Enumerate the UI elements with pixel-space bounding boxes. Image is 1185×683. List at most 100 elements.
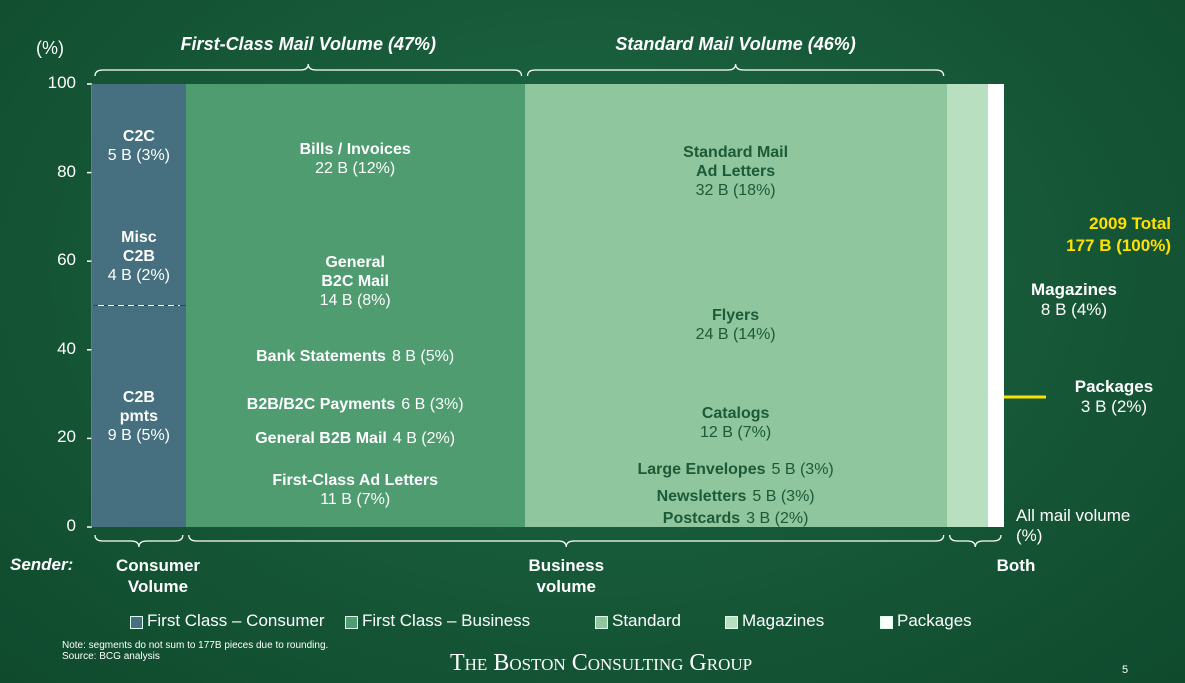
segment-name: Packages xyxy=(1074,377,1154,396)
y-axis-label: (%) xyxy=(36,38,64,58)
segment-label: C2C 5 B (3%) xyxy=(92,84,186,207)
segment-name: Postcards xyxy=(662,510,741,528)
segment-name: B2B/B2C Payments xyxy=(246,395,396,413)
segment-name: First-Class Ad Letters xyxy=(272,471,438,489)
y-tick-label: 0 xyxy=(66,516,76,535)
segment-name: Bank Statements xyxy=(256,348,386,366)
segment-label: B2B/B2C Payments 6 B (3%) xyxy=(186,384,525,425)
y-tick-label: 80 xyxy=(57,161,76,181)
segment-name: Large Envelopes xyxy=(637,461,766,479)
segment-name: Newsletters xyxy=(656,488,747,506)
legend-label: First Class – Consumer xyxy=(147,611,325,630)
segment-value: 8 B (4%) xyxy=(1040,300,1108,319)
segment-value: 14 B (8%) xyxy=(319,292,391,310)
legend-swatch xyxy=(880,616,893,629)
segment-label: Misc C2B 4 B (2%) xyxy=(92,207,186,305)
segment-value: 12 B (7%) xyxy=(700,424,772,442)
legend-label: Packages xyxy=(897,611,972,630)
brace xyxy=(949,534,1002,548)
brace xyxy=(94,63,523,77)
legend-label: Magazines xyxy=(742,611,825,630)
brace xyxy=(526,63,945,77)
segment xyxy=(185,424,525,453)
segment-label: Large Envelopes 5 B (3%) xyxy=(525,456,947,483)
segment xyxy=(946,84,989,527)
segment-value: 5 B (3%) xyxy=(107,146,171,164)
callout-label: Magazines 8 B (4%) xyxy=(1004,280,1144,320)
segment-name: General B2B Mail xyxy=(255,429,387,447)
segment xyxy=(185,84,525,234)
segment-value: 6 B (3%) xyxy=(401,395,464,413)
sender-label: Business volume xyxy=(528,556,605,596)
segment xyxy=(185,329,525,384)
page-number: 5 xyxy=(1122,664,1129,676)
segment-value: 22 B (12%) xyxy=(315,159,396,177)
segment-value: 3 B (2%) xyxy=(1080,397,1148,416)
legend-label: Standard xyxy=(612,611,681,630)
segment-name: Flyers xyxy=(712,306,760,324)
segment-label: General B2C Mail 14 B (8%) xyxy=(186,234,525,329)
y-tick-label: 20 xyxy=(57,427,76,447)
segment-label: Bank Statements 8 B (5%) xyxy=(186,329,525,384)
x-axis-label: All mail volume (%) xyxy=(1016,506,1131,545)
logo: The Boston Consulting Group xyxy=(450,650,753,676)
segment xyxy=(185,233,525,330)
segment-name: Bills / Invoices xyxy=(299,140,411,158)
y-tick-label: 100 xyxy=(47,73,76,92)
segment xyxy=(185,383,525,425)
y-tick-label: 60 xyxy=(57,250,76,270)
segment-label: Flyers 24 B (14%) xyxy=(525,259,947,390)
segment-label: C2B pmts 9 B (5%) xyxy=(92,306,186,528)
total-label: 2009 Total xyxy=(1089,214,1171,233)
segment xyxy=(524,259,947,391)
segment-value: 8 B (5%) xyxy=(391,348,455,366)
segment-name: Magazines xyxy=(1031,280,1117,299)
legend-swatch xyxy=(595,616,608,629)
brace xyxy=(94,534,184,548)
group-label: Standard Mail Volume (46%) xyxy=(615,34,856,54)
segment-label: Bills / Invoices 22 B (12%) xyxy=(186,84,525,234)
segment-value: 11 B (7%) xyxy=(320,490,391,508)
segment xyxy=(988,84,1004,527)
segment xyxy=(524,483,947,511)
segment-label: General B2B Mail 4 B (2%) xyxy=(186,425,525,452)
segment xyxy=(92,84,186,208)
segment-label: First-Class Ad Letters 11 B (7%) xyxy=(186,452,525,527)
segment-value: 5 B (3%) xyxy=(771,461,834,479)
callout-label: Packages 3 B (2%) xyxy=(1044,377,1184,417)
total-value: 177 B (100%) xyxy=(1066,236,1171,255)
legend-swatch xyxy=(345,616,358,629)
segment-label: Newsletters 5 B (3%) xyxy=(525,483,947,510)
segment xyxy=(524,455,947,484)
segment-value: 32 B (18%) xyxy=(695,182,776,199)
segment xyxy=(524,390,947,456)
segment xyxy=(92,207,186,306)
group-label: First-Class Mail Volume (47%) xyxy=(180,34,436,54)
segment-value: 5 B (3%) xyxy=(752,488,815,506)
segment xyxy=(524,84,947,259)
segment-value: 4 B (2%) xyxy=(107,266,171,284)
segment xyxy=(524,510,947,527)
y-tick-label: 40 xyxy=(57,338,76,358)
segment-name: Catalogs xyxy=(701,405,770,423)
legend-label: First Class – Business xyxy=(362,611,531,630)
brace xyxy=(188,534,945,548)
segment-name: C2B pmts xyxy=(119,388,159,425)
segment xyxy=(92,305,186,527)
sender-title: Sender: xyxy=(10,555,74,574)
segment xyxy=(185,452,525,527)
note: Note: segments do not sum to 177B pieces… xyxy=(62,640,329,651)
segment-label: Standard Mail Ad Letters 32 B (18%) xyxy=(525,84,947,259)
segment-value: 9 B (5%) xyxy=(107,426,171,444)
segment-name: Standard Mail Ad Letters xyxy=(683,144,789,180)
source: Source: BCG analysis xyxy=(62,651,160,662)
sender-label: Consumer Volume xyxy=(115,556,201,596)
segment-name: General B2C Mail xyxy=(321,254,389,291)
legend-swatch xyxy=(725,616,738,629)
segment-value: 3 B (2%) xyxy=(746,510,809,528)
segment-label: Catalogs 12 B (7%) xyxy=(525,390,947,456)
segment-name: Misc C2B xyxy=(121,228,157,265)
segment-value: 24 B (14%) xyxy=(695,325,776,343)
segment-name: C2C xyxy=(122,127,155,145)
